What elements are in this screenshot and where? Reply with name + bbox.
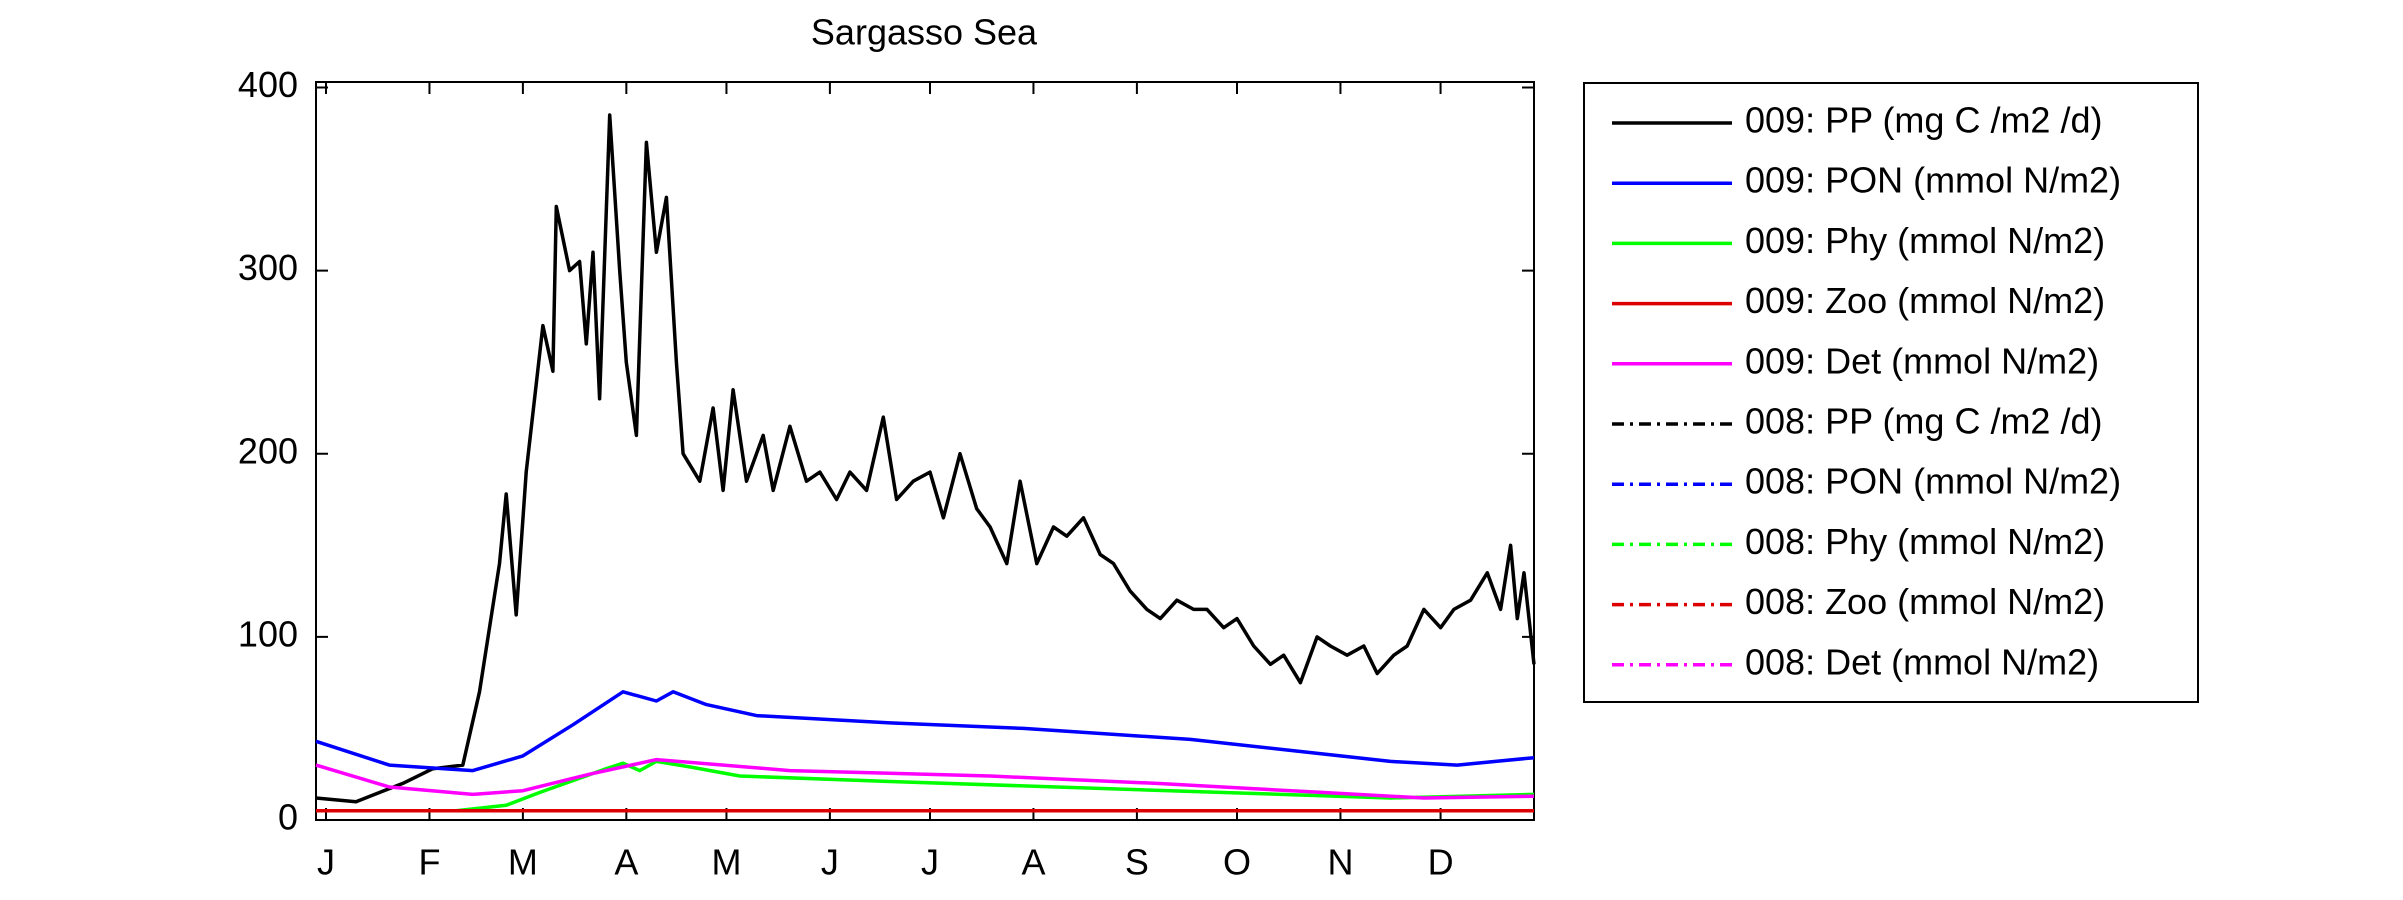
x-tick-label: J [317, 842, 335, 883]
legend-label: 009: Phy (mmol N/m2) [1745, 220, 2105, 261]
chart-title: Sargasso Sea [811, 12, 1038, 53]
x-tick-label: A [614, 842, 638, 883]
legend-label: 009: PP (mg C /m2 /d) [1745, 100, 2102, 141]
x-tick-label: N [1327, 842, 1353, 883]
x-tick-label: D [1428, 842, 1454, 883]
x-tick-label: O [1223, 842, 1251, 883]
data-line [315, 113, 1536, 804]
legend-label: 009: PON (mmol N/m2) [1745, 160, 2121, 201]
plot-frame [315, 81, 1535, 821]
legend-label: 008: Zoo (mmol N/m2) [1745, 581, 2105, 622]
x-tick-label: F [418, 842, 440, 883]
legend-box [1583, 82, 2199, 703]
legend-label: 008: Phy (mmol N/m2) [1745, 521, 2105, 562]
legend-label: 009: Det (mmol N/m2) [1745, 340, 2099, 381]
x-tick-label: S [1125, 842, 1149, 883]
data-line [316, 759, 1535, 813]
legend-label: 008: PP (mg C /m2 /d) [1745, 401, 2102, 442]
data-line [315, 757, 1535, 800]
x-tick-label: M [508, 842, 538, 883]
x-tick-label: A [1021, 842, 1045, 883]
y-tick-label: 0 [278, 797, 298, 838]
y-tick-label: 100 [238, 613, 298, 654]
x-tick-label: J [921, 842, 939, 883]
y-tick-label: 300 [238, 247, 298, 288]
y-tick-label: 200 [238, 430, 298, 471]
y-tick-label: 400 [238, 64, 298, 105]
legend-label: 009: Zoo (mmol N/m2) [1745, 280, 2105, 321]
legend-label: 008: PON (mmol N/m2) [1745, 461, 2121, 502]
data-line [315, 690, 1535, 773]
legend-label: 008: Det (mmol N/m2) [1745, 641, 2099, 682]
x-tick-label: J [821, 842, 839, 883]
x-tick-label: M [711, 842, 741, 883]
